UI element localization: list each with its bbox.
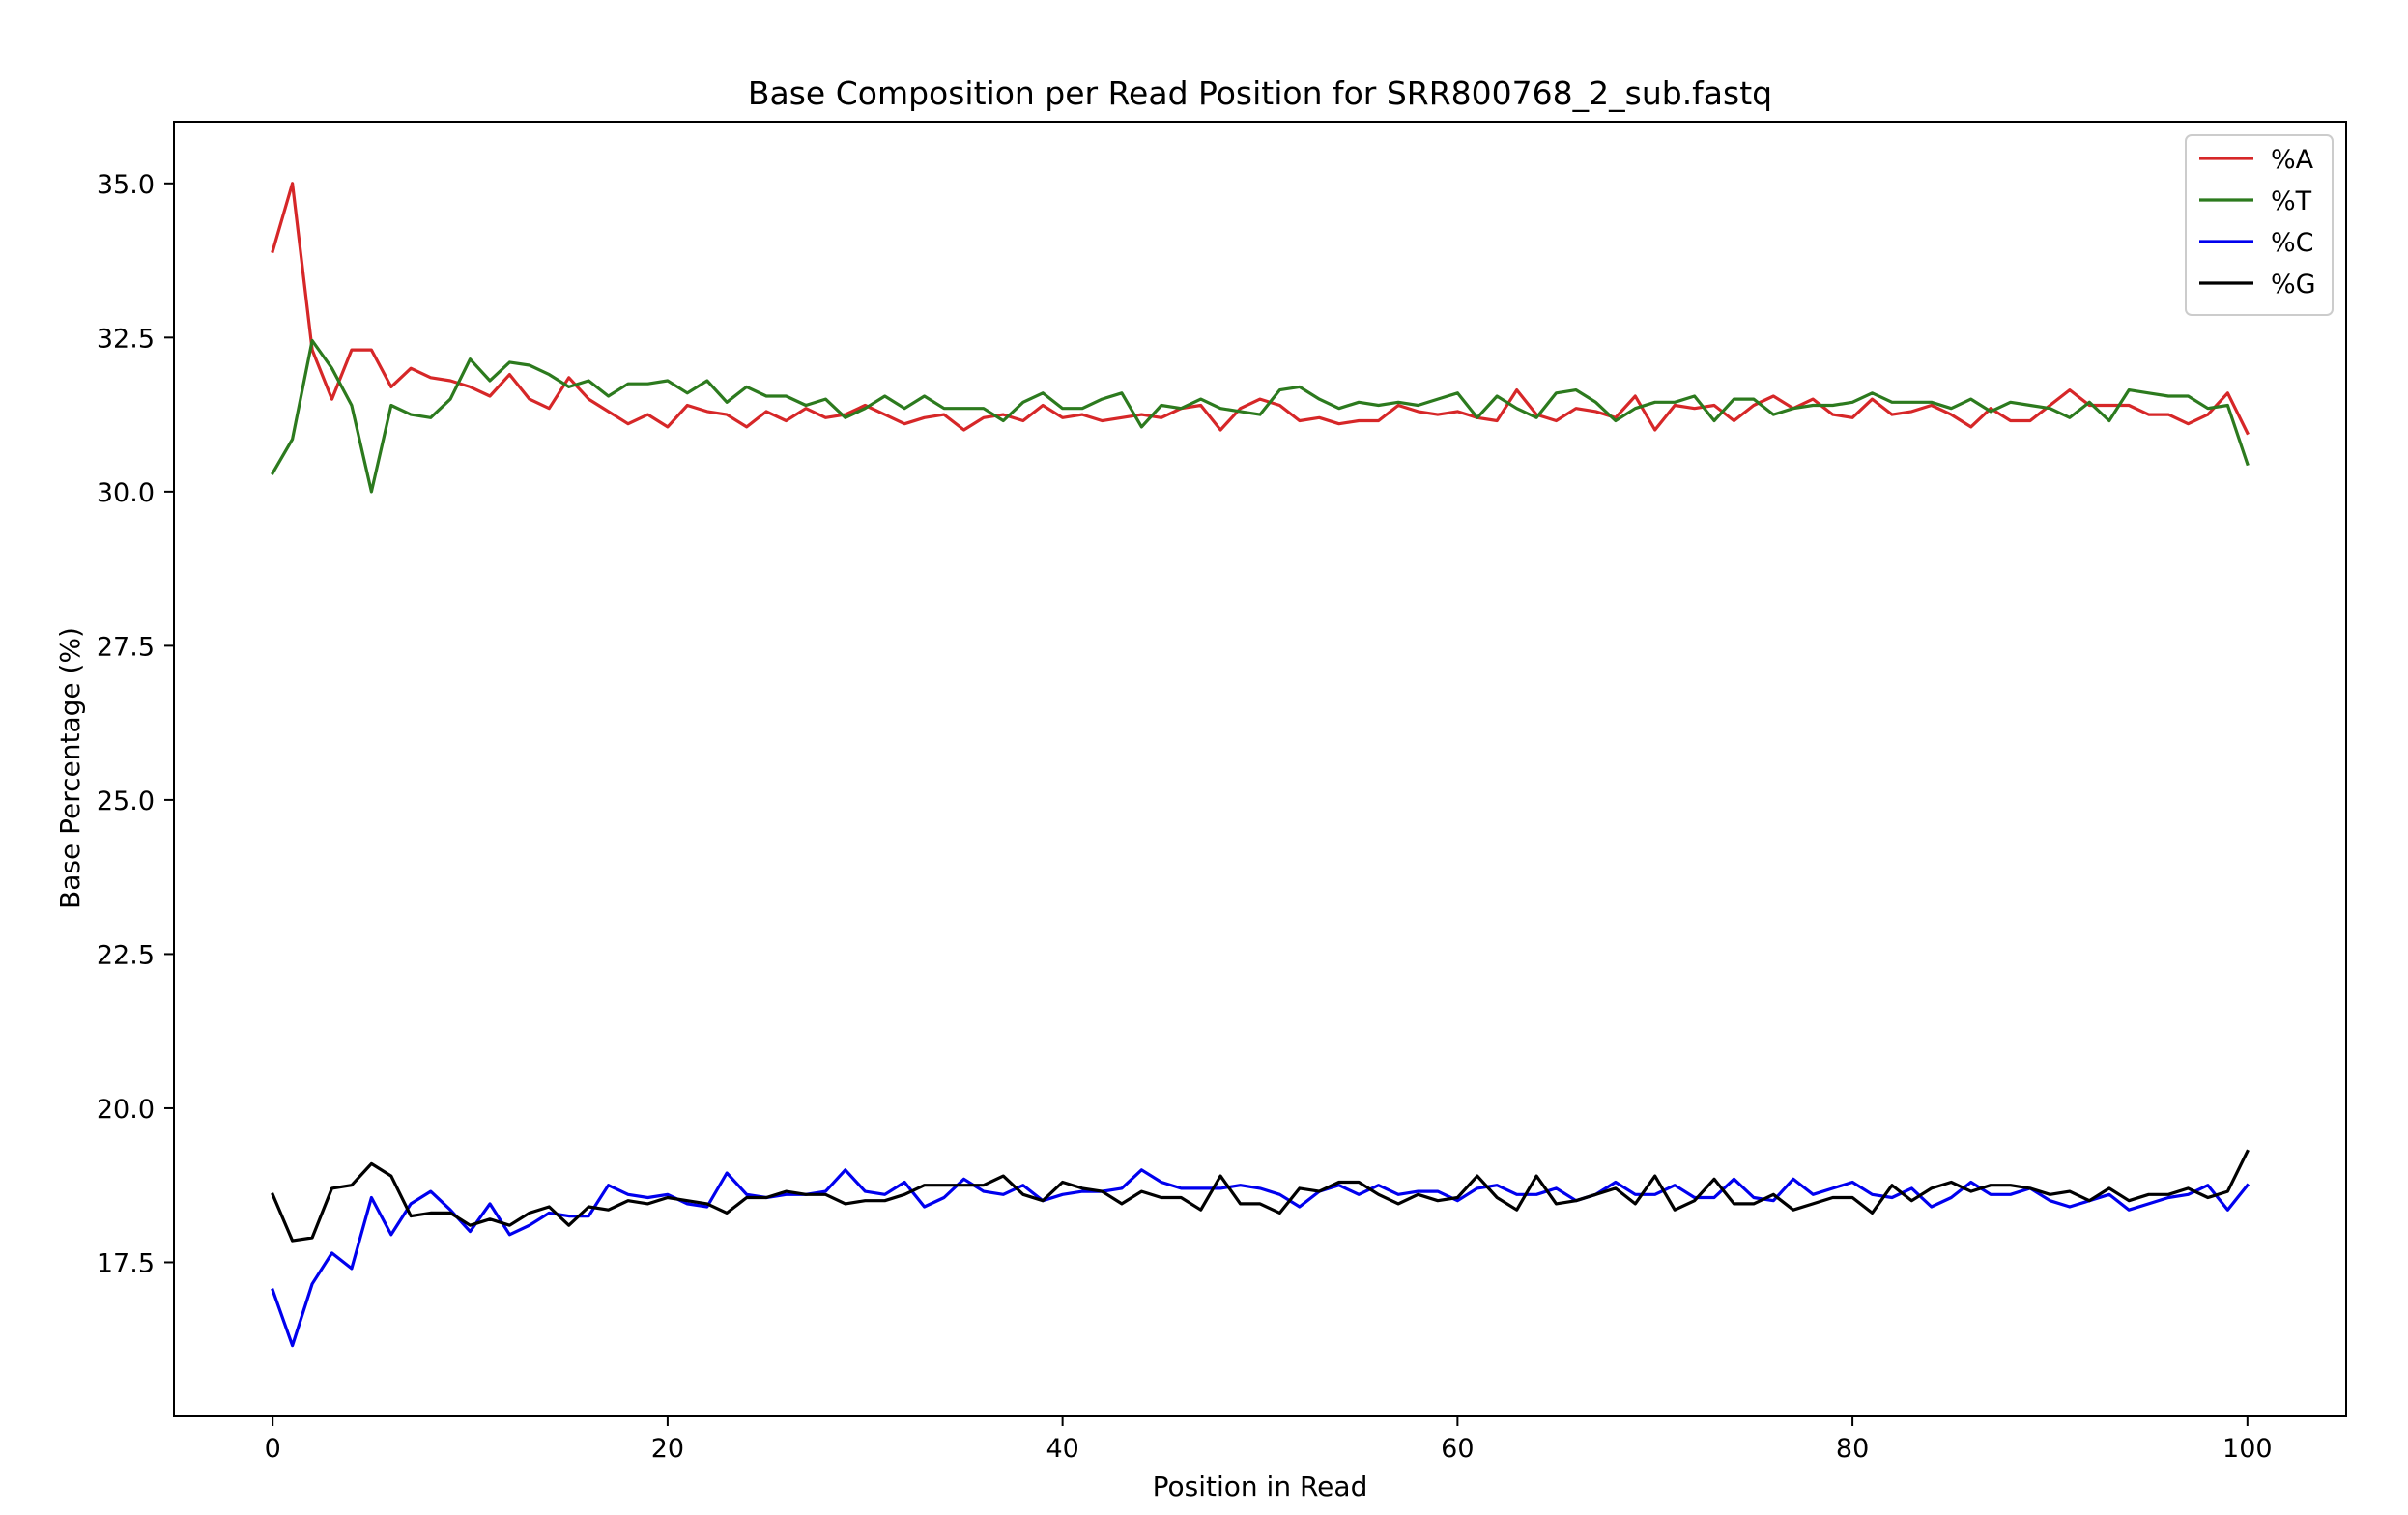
x-tick-label: 100	[2222, 1434, 2273, 1464]
series-line-t	[271, 338, 2250, 494]
legend: %A %T %C %G	[2185, 134, 2334, 316]
legend-label: %T	[2271, 186, 2312, 216]
y-axis-label: Base Percentage (%)	[54, 627, 86, 909]
x-axis: 0 20 40 60 80 100	[265, 1416, 2273, 1464]
x-axis-label: Position in Read	[1153, 1471, 1368, 1502]
y-tick-label: 20.0	[97, 1095, 155, 1125]
y-tick-label: 30.0	[97, 478, 155, 508]
series-line-c	[271, 1168, 2250, 1348]
y-tick-label: 25.0	[97, 786, 155, 816]
series-layer	[271, 182, 2250, 1348]
y-tick-label: 17.5	[97, 1248, 155, 1278]
legend-label: %G	[2271, 270, 2316, 300]
y-tick-label: 32.5	[97, 324, 155, 354]
series-line-a	[271, 182, 2250, 436]
chart-title: Base Composition per Read Position for S…	[748, 74, 1772, 112]
y-tick-label: 35.0	[97, 170, 155, 200]
x-tick-label: 0	[265, 1434, 281, 1464]
legend-label: %C	[2271, 228, 2314, 258]
legend-label: %A	[2271, 145, 2314, 175]
plot-frame	[173, 121, 2347, 1417]
x-tick-label: 40	[1046, 1434, 1078, 1464]
y-tick-label: 22.5	[97, 940, 155, 970]
plot-area: 0 20 40 60 80 100 17.5 20.0 22.5 25.0 27.5 30.0 32.…	[97, 121, 2347, 1464]
x-tick-label: 60	[1441, 1434, 1474, 1464]
legend-box	[2185, 134, 2334, 316]
y-tick-label: 27.5	[97, 632, 155, 662]
series-line-g	[271, 1149, 2250, 1243]
y-axis: 17.5 20.0 22.5 25.0 27.5 30.0 32.5 35.0	[97, 170, 174, 1278]
x-tick-label: 20	[651, 1434, 684, 1464]
x-tick-label: 80	[1836, 1434, 1869, 1464]
